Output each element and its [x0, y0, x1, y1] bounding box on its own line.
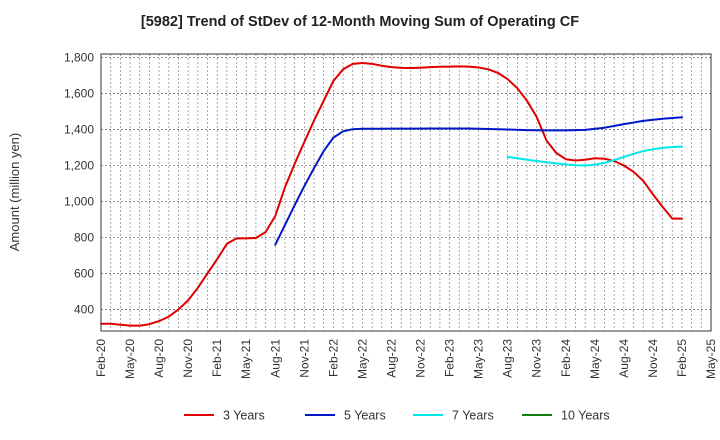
- y-axis-label: Amount (million yen): [7, 133, 22, 252]
- x-tick-label: May-23: [472, 339, 486, 379]
- x-tick-label: Nov-20: [181, 339, 195, 378]
- y-tick-label: 1,800: [64, 51, 94, 65]
- chart-title: [5982] Trend of StDev of 12-Month Moving…: [141, 14, 579, 30]
- x-tick-label: Feb-21: [210, 339, 224, 377]
- y-tick-label: 400: [74, 302, 94, 316]
- x-tick-label: Feb-25: [675, 339, 689, 377]
- x-tick-label: May-21: [239, 339, 253, 379]
- y-tick-label: 1,600: [64, 87, 94, 101]
- legend: 3 Years 5 Years 7 Years 10 Years: [184, 409, 610, 423]
- x-tick-label: Nov-23: [530, 339, 544, 378]
- series-line-3-years: [100, 62, 683, 327]
- x-tick-label: Feb-22: [326, 339, 340, 377]
- y-tick-labels: 400 600 800 1,000 1,200 1,400 1,600 1,800: [64, 51, 94, 317]
- plot-background: [101, 54, 711, 331]
- x-tick-label: Nov-24: [646, 339, 660, 378]
- legend-label: 3 Years: [223, 409, 265, 423]
- x-tick-label: May-24: [588, 339, 602, 379]
- x-tick-label: Nov-22: [414, 339, 428, 378]
- x-tick-label: May-25: [704, 339, 718, 379]
- x-tick-label: Nov-21: [297, 339, 311, 378]
- x-tick-label: Feb-23: [443, 339, 457, 377]
- plot-frame: [100, 53, 712, 332]
- legend-label: 10 Years: [561, 409, 610, 423]
- plot-area: [100, 53, 712, 332]
- y-tick-label: 1,200: [64, 159, 94, 173]
- x-tick-label: Aug-23: [501, 339, 515, 378]
- x-tick-label: Aug-20: [152, 339, 166, 378]
- series-line-7-years: [506, 145, 683, 167]
- x-tick-label: May-22: [355, 339, 369, 379]
- x-tick-label: May-20: [123, 339, 137, 379]
- y-tick-label: 1,000: [64, 194, 94, 208]
- y-tick-label: 600: [74, 266, 94, 280]
- x-tick-label: Feb-20: [94, 339, 108, 377]
- legend-label: 7 Years: [452, 409, 494, 423]
- x-tick-label: Aug-22: [384, 339, 398, 378]
- x-tick-label: Aug-21: [268, 339, 282, 378]
- series-line-5-years: [274, 116, 683, 246]
- series-lines: [100, 62, 683, 327]
- legend-label: 5 Years: [344, 409, 386, 423]
- x-tick-label: Feb-24: [559, 339, 573, 377]
- x-tick-labels: Feb-20 May-20 Aug-20 Nov-20 Feb-21 May-21 Aug-…: [94, 339, 718, 379]
- y-tick-label: 1,400: [64, 123, 94, 137]
- x-tick-label: Aug-24: [617, 339, 631, 378]
- y-tick-label: 800: [74, 230, 94, 244]
